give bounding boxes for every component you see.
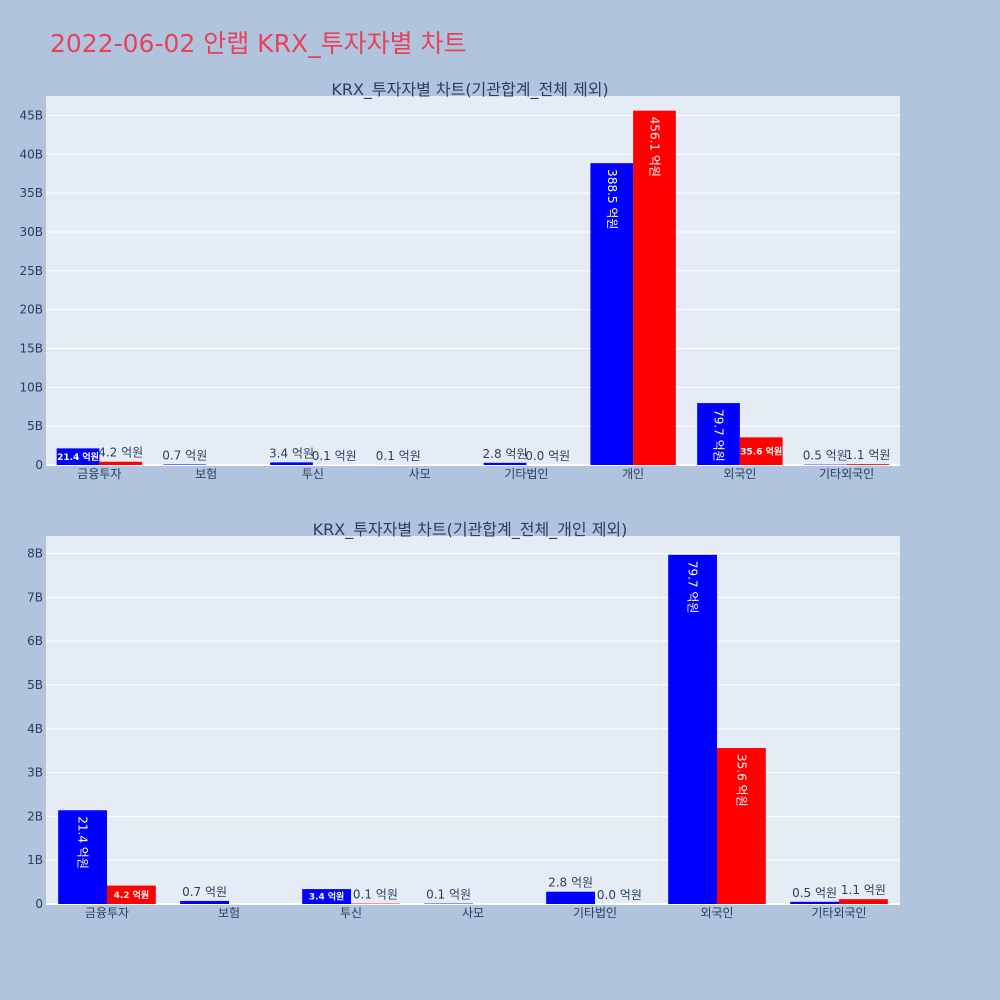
buy-bar (668, 554, 717, 904)
x-tick-label: 금융투자 (85, 906, 129, 920)
y-tick-label: 35B (19, 186, 43, 200)
buy-bar (302, 889, 351, 904)
x-tick-label: 기타법인 (573, 906, 617, 920)
x-tick-label: 투신 (340, 906, 362, 920)
y-tick-label: 6B (27, 634, 43, 648)
x-tick-label: 보험 (218, 906, 240, 920)
sell-bar (839, 899, 888, 904)
data-label: 0.1 억원 (353, 888, 398, 902)
data-label: 2.8 억원 (548, 876, 593, 890)
chart-title: KRX_투자자별 차트(기관합계_전체 제외) (331, 80, 608, 100)
page-title: 2022-06-02 안랩 KRX_투자자별 차트 (50, 29, 467, 58)
buy-bar (270, 462, 313, 465)
y-tick-label: 0 (35, 897, 43, 911)
sell-bar (846, 464, 890, 465)
data-label: 21.4 억원 (57, 451, 99, 463)
x-tick-label: 사모 (409, 467, 431, 481)
y-tick-label: 40B (19, 147, 43, 161)
x-tick-label: 금융투자 (77, 467, 121, 481)
y-tick-label: 25B (19, 264, 43, 278)
sell-bar (633, 110, 676, 465)
x-tick-label: 기타외국인 (819, 467, 874, 481)
y-tick-label: 30B (19, 225, 43, 239)
data-label: 35.6 억원 (734, 754, 748, 807)
buy-bar (56, 448, 100, 465)
x-tick-label: 보험 (195, 467, 217, 481)
y-tick-label: 45B (19, 108, 43, 122)
data-label: 1.1 억원 (841, 883, 886, 897)
data-label: 0.0 억원 (525, 449, 570, 463)
buy-bar (483, 462, 527, 465)
data-label: 79.7 억원 (686, 561, 700, 614)
buy-bar (58, 810, 107, 904)
buy-bar (590, 163, 634, 465)
y-tick-label: 0 (35, 458, 43, 472)
data-label: 35.6 억원 (740, 445, 782, 457)
y-tick-label: 8B (27, 547, 43, 561)
buy-bar (180, 900, 229, 904)
data-label: 456.1 억원 (647, 117, 661, 177)
buy-bar (697, 403, 740, 465)
data-label: 2.8 억원 (483, 447, 528, 461)
sell-bar (717, 748, 766, 904)
y-tick-label: 5B (27, 678, 43, 692)
x-tick-label: 외국인 (723, 467, 756, 481)
chart-title: KRX_투자자별 차트(기관합계_전체_개인 제외) (313, 520, 628, 540)
data-label: 0.1 억원 (312, 449, 357, 463)
x-tick-label: 외국인 (700, 906, 733, 920)
plot-area (46, 536, 900, 904)
data-label: 1.1 억원 (845, 448, 890, 462)
x-tick-label: 기타외국인 (811, 906, 866, 920)
y-tick-label: 7B (27, 590, 43, 604)
data-label: 0.1 억원 (426, 888, 471, 902)
data-label: 21.4 억원 (76, 816, 90, 869)
data-label: 4.2 억원 (114, 889, 150, 901)
y-tick-label: 1B (27, 853, 43, 867)
data-label: 388.5 억원 (605, 169, 619, 229)
buy-bar (163, 464, 207, 465)
data-label: 0.5 억원 (803, 449, 848, 463)
data-label: 3.4 억원 (309, 891, 344, 903)
x-tick-label: 투신 (302, 467, 324, 481)
plot-area (46, 96, 900, 465)
chart-1: 0 5B 10B 15B 20B 25B 30B 35B 40B 45B 금융투자 21.4 억원 4.… (19, 80, 900, 481)
buy-bar (546, 891, 595, 904)
data-label: 0.7 억원 (162, 448, 207, 462)
y-tick-label: 5B (27, 419, 43, 433)
data-label: 79.7 억원 (712, 409, 726, 462)
data-label: 0.7 억원 (182, 885, 227, 899)
x-tick-label: 개인 (622, 467, 644, 481)
buy-bar (790, 901, 839, 904)
y-tick-label: 4B (27, 722, 43, 736)
y-tick-label: 3B (27, 766, 43, 780)
data-label: 3.4 억원 (269, 446, 314, 460)
y-tick-label: 20B (19, 303, 43, 317)
x-tick-label: 기타법인 (504, 467, 548, 481)
x-tick-label: 사모 (462, 906, 484, 920)
sell-bar (107, 885, 156, 904)
data-label: 0.1 억원 (376, 449, 421, 463)
y-tick-label: 15B (19, 341, 43, 355)
data-label: 0.0 억원 (597, 888, 642, 902)
data-label: 0.5 억원 (792, 886, 837, 900)
sell-bar (99, 461, 143, 465)
sell-bar (739, 437, 783, 465)
data-label: 4.2 억원 (98, 446, 143, 460)
y-tick-label: 2B (27, 809, 43, 823)
y-tick-label: 10B (19, 380, 43, 394)
